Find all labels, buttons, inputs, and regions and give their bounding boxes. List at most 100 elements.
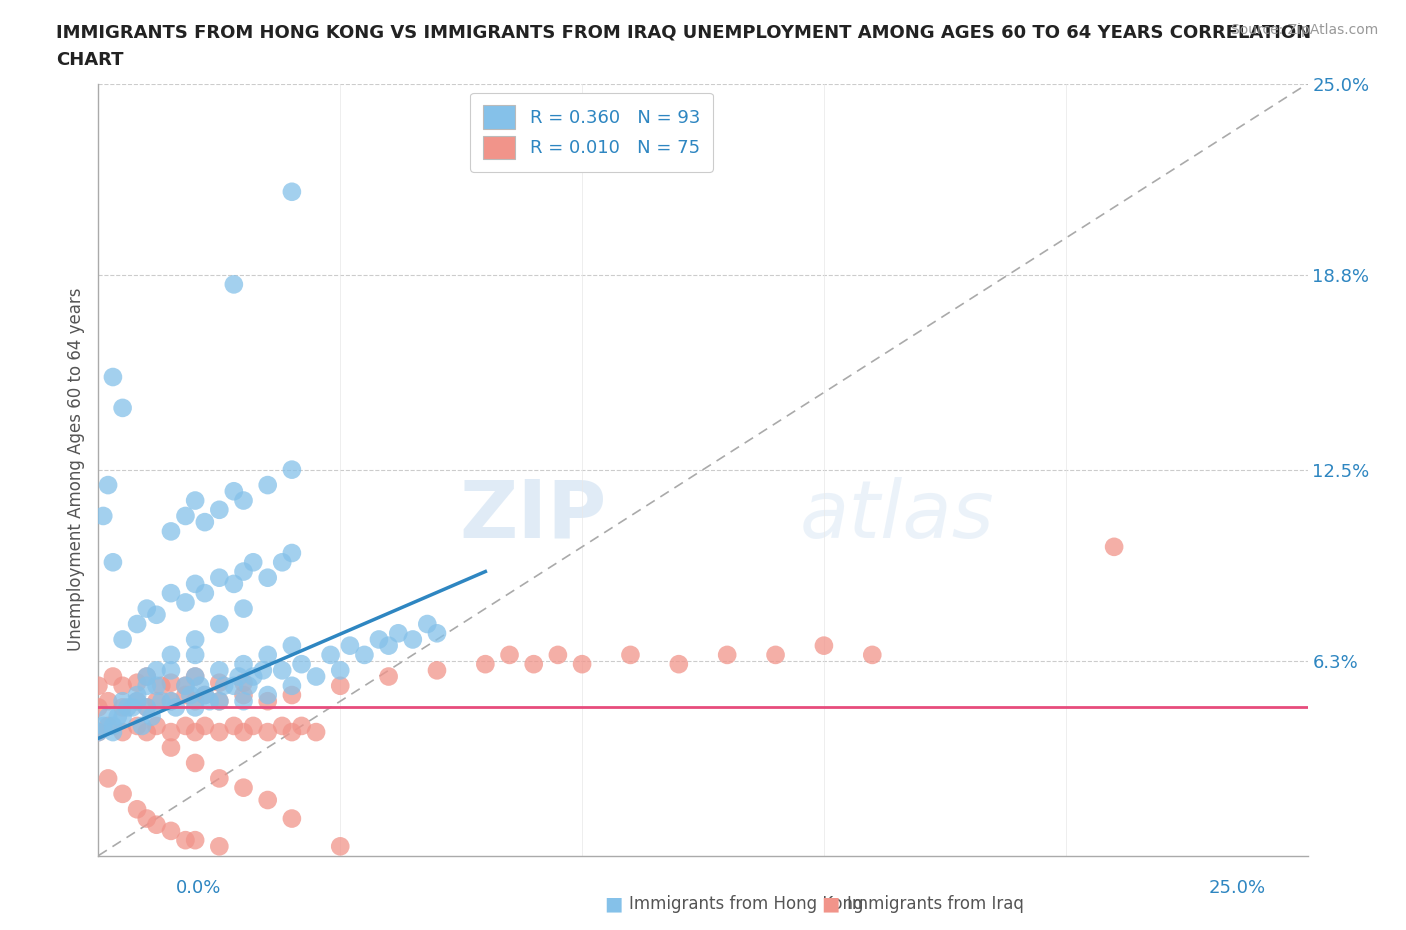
Point [232, 675, 254, 690]
Point [160, 675, 183, 690]
Point [256, 570, 278, 585]
Point [402, 632, 425, 647]
Point [184, 632, 207, 647]
Point [97, 694, 120, 709]
Point [135, 601, 157, 616]
Point [145, 817, 167, 832]
Point [281, 678, 304, 693]
Point [498, 647, 520, 662]
Point [160, 663, 183, 678]
Point [184, 724, 207, 739]
Point [127, 802, 149, 817]
Point [135, 669, 157, 684]
Point [377, 638, 399, 653]
Point [184, 577, 207, 591]
Point [256, 687, 278, 702]
Text: ZIP: ZIP [458, 477, 606, 555]
Point [145, 607, 167, 622]
Point [290, 719, 312, 734]
Point [222, 577, 245, 591]
Y-axis label: Unemployment Among Ages 60 to 64 years: Unemployment Among Ages 60 to 64 years [66, 288, 84, 651]
Point [188, 678, 211, 693]
Point [232, 657, 254, 671]
Point [426, 626, 449, 641]
Text: 25.0%: 25.0% [1208, 880, 1265, 897]
Point [127, 694, 149, 709]
Point [208, 617, 231, 631]
Point [101, 724, 124, 739]
Point [184, 755, 207, 770]
Point [184, 832, 207, 847]
Point [160, 524, 183, 538]
Point [256, 647, 278, 662]
Point [329, 678, 352, 693]
Point [377, 669, 399, 684]
Point [208, 771, 231, 786]
Point [716, 647, 738, 662]
Point [232, 493, 254, 508]
Text: ■: ■ [821, 895, 839, 913]
Legend: R = 0.360   N = 93, R = 0.010   N = 75: R = 0.360 N = 93, R = 0.010 N = 75 [470, 93, 713, 172]
Point [127, 687, 149, 702]
Point [111, 678, 134, 693]
Point [547, 647, 569, 662]
Point [111, 694, 134, 709]
Point [222, 678, 245, 693]
Point [222, 484, 245, 498]
Point [111, 710, 134, 724]
Text: 0.0%: 0.0% [176, 880, 221, 897]
Point [281, 462, 304, 477]
Point [329, 839, 352, 854]
Point [174, 678, 197, 693]
Point [145, 663, 167, 678]
Point [208, 694, 231, 709]
Point [474, 657, 496, 671]
Point [208, 570, 231, 585]
Point [242, 555, 264, 570]
Point [523, 657, 546, 671]
Point [131, 719, 153, 734]
Point [271, 663, 294, 678]
Point [174, 509, 197, 524]
Point [368, 632, 391, 647]
Point [813, 638, 835, 653]
Point [117, 700, 139, 715]
Point [135, 700, 157, 715]
Point [135, 724, 157, 739]
Point [281, 638, 304, 653]
Point [281, 687, 304, 702]
Point [194, 687, 217, 702]
Text: IMMIGRANTS FROM HONG KONG VS IMMIGRANTS FROM IRAQ UNEMPLOYMENT AMONG AGES 60 TO : IMMIGRANTS FROM HONG KONG VS IMMIGRANTS … [56, 23, 1312, 41]
Point [222, 719, 245, 734]
Point [619, 647, 641, 662]
Point [222, 277, 245, 292]
Point [127, 617, 149, 631]
Point [329, 663, 352, 678]
Point [184, 694, 207, 709]
Point [290, 657, 312, 671]
Point [208, 675, 231, 690]
Point [860, 647, 883, 662]
Point [87, 700, 110, 715]
Point [174, 719, 197, 734]
Point [208, 663, 231, 678]
Point [208, 694, 231, 709]
Text: Immigrants from Hong Kong: Immigrants from Hong Kong [630, 895, 863, 913]
Point [281, 811, 304, 826]
Point [127, 694, 149, 709]
Point [160, 740, 183, 755]
Point [353, 647, 375, 662]
Text: CHART: CHART [56, 51, 124, 69]
Point [179, 687, 201, 702]
Point [281, 184, 304, 199]
Text: Immigrants from Iraq: Immigrants from Iraq [846, 895, 1024, 913]
Point [165, 700, 187, 715]
Point [271, 719, 294, 734]
Point [97, 771, 120, 786]
Point [150, 694, 173, 709]
Point [174, 832, 197, 847]
Point [91, 719, 114, 734]
Point [111, 787, 134, 802]
Point [135, 700, 157, 715]
Point [232, 724, 254, 739]
